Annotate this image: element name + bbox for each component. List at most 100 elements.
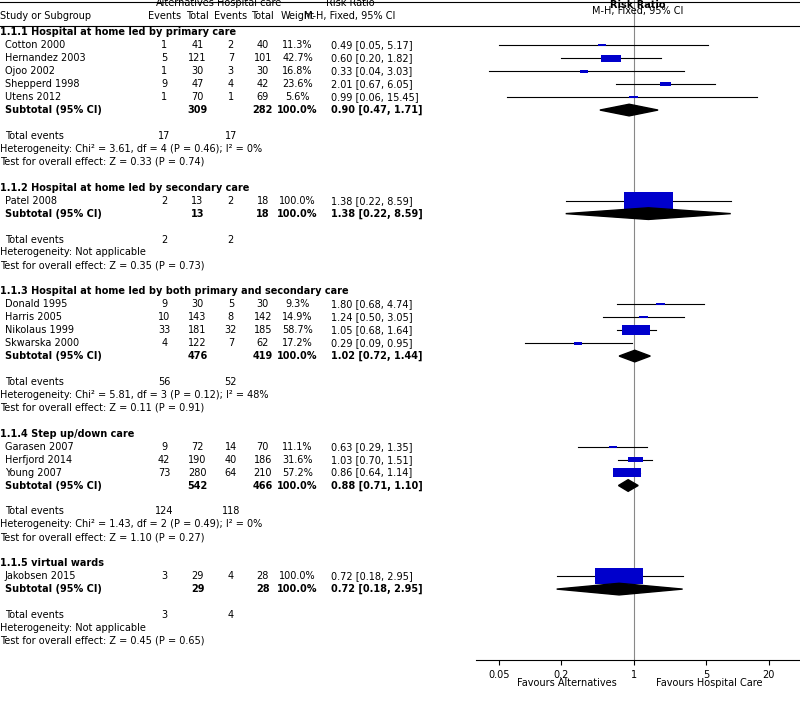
- Text: 1: 1: [161, 66, 167, 76]
- Text: Patel 2008: Patel 2008: [5, 196, 57, 206]
- Text: Total events: Total events: [5, 610, 64, 620]
- Text: 11.1%: 11.1%: [282, 442, 313, 452]
- Text: Risk Ratio: Risk Ratio: [610, 0, 666, 10]
- Text: 42.7%: 42.7%: [282, 53, 313, 63]
- Text: 100.0%: 100.0%: [278, 351, 318, 361]
- Text: Heterogeneity: Not applicable: Heterogeneity: Not applicable: [0, 623, 146, 633]
- Text: 466: 466: [253, 481, 273, 491]
- Text: 30: 30: [257, 299, 269, 310]
- Text: Heterogeneity: Not applicable: Heterogeneity: Not applicable: [0, 248, 146, 258]
- Text: Total events: Total events: [5, 506, 64, 516]
- Text: 2.01 [0.67, 6.05]: 2.01 [0.67, 6.05]: [331, 79, 413, 89]
- Text: 0.33 [0.04, 3.03]: 0.33 [0.04, 3.03]: [331, 66, 412, 76]
- Text: Events: Events: [148, 11, 181, 21]
- Text: 0.72 [0.18, 2.95]: 0.72 [0.18, 2.95]: [331, 584, 422, 594]
- Text: 2: 2: [161, 196, 167, 206]
- Text: 69: 69: [257, 92, 269, 102]
- Text: 210: 210: [254, 468, 272, 478]
- Text: 185: 185: [254, 325, 272, 335]
- Text: 118: 118: [222, 506, 240, 516]
- Text: 7: 7: [228, 338, 234, 348]
- Text: 7: 7: [228, 53, 234, 63]
- Text: 2: 2: [228, 40, 234, 50]
- Text: Risk Ratio: Risk Ratio: [326, 0, 374, 8]
- Text: 542: 542: [187, 481, 208, 491]
- Bar: [660, 82, 671, 86]
- Text: 62: 62: [257, 338, 269, 348]
- Text: 3: 3: [228, 66, 234, 76]
- Text: 18: 18: [256, 209, 270, 219]
- Text: 58.7%: 58.7%: [282, 325, 313, 335]
- Text: 3: 3: [161, 571, 167, 581]
- Text: Subtotal (95% CI): Subtotal (95% CI): [5, 105, 102, 115]
- Text: Test for overall effect: Z = 0.11 (P = 0.91): Test for overall effect: Z = 0.11 (P = 0…: [0, 403, 204, 413]
- Text: 4: 4: [228, 571, 234, 581]
- Text: 5: 5: [161, 53, 167, 63]
- Text: 2: 2: [228, 234, 234, 244]
- Bar: [639, 316, 648, 319]
- Text: 1.24 [0.50, 3.05]: 1.24 [0.50, 3.05]: [331, 312, 413, 322]
- Text: Test for overall effect: Z = 0.45 (P = 0.65): Test for overall effect: Z = 0.45 (P = 0…: [0, 636, 205, 646]
- Text: Total: Total: [251, 11, 274, 21]
- Text: 5: 5: [228, 299, 234, 310]
- Text: 101: 101: [254, 53, 272, 63]
- Bar: [598, 44, 606, 46]
- Bar: [624, 192, 673, 209]
- Text: 100.0%: 100.0%: [278, 209, 318, 219]
- Text: Total: Total: [186, 11, 209, 21]
- Text: Total events: Total events: [5, 131, 64, 141]
- Text: 100.0%: 100.0%: [279, 196, 316, 206]
- Text: Favours Hospital Care: Favours Hospital Care: [656, 678, 762, 688]
- Bar: [595, 568, 643, 584]
- Text: 142: 142: [254, 312, 272, 322]
- Text: Heterogeneity: Chi² = 1.43, df = 2 (P = 0.49); I² = 0%: Heterogeneity: Chi² = 1.43, df = 2 (P = …: [0, 519, 262, 530]
- Text: 40: 40: [257, 40, 269, 50]
- Text: Herfjord 2014: Herfjord 2014: [5, 454, 72, 464]
- Text: 32: 32: [225, 325, 237, 335]
- Text: 33: 33: [158, 325, 170, 335]
- Text: 181: 181: [188, 325, 206, 335]
- Text: 42: 42: [257, 79, 269, 89]
- Text: Total events: Total events: [5, 377, 64, 387]
- Text: 282: 282: [253, 105, 273, 115]
- Text: 1.1.5 virtual wards: 1.1.5 virtual wards: [0, 558, 104, 568]
- Bar: [630, 97, 638, 98]
- Polygon shape: [600, 104, 658, 116]
- Text: 52: 52: [225, 377, 237, 387]
- Text: 14.9%: 14.9%: [282, 312, 313, 322]
- Text: Ojoo 2002: Ojoo 2002: [5, 66, 54, 76]
- Text: 2: 2: [161, 234, 167, 244]
- Text: 23.6%: 23.6%: [282, 79, 313, 89]
- Text: Subtotal (95% CI): Subtotal (95% CI): [5, 481, 102, 491]
- Text: Total events: Total events: [5, 234, 64, 244]
- Text: 0.60 [0.20, 1.82]: 0.60 [0.20, 1.82]: [331, 53, 412, 63]
- Text: 56: 56: [158, 377, 170, 387]
- Text: 0.72 [0.18, 2.95]: 0.72 [0.18, 2.95]: [331, 571, 413, 581]
- Text: 4: 4: [161, 338, 167, 348]
- Text: 0.99 [0.06, 15.45]: 0.99 [0.06, 15.45]: [331, 92, 418, 102]
- Text: 1: 1: [161, 40, 167, 50]
- Text: Test for overall effect: Z = 0.35 (P = 0.73): Test for overall effect: Z = 0.35 (P = 0…: [0, 261, 205, 271]
- Text: 1.1.3 Hospital at home led by both primary and secondary care: 1.1.3 Hospital at home led by both prima…: [0, 286, 349, 296]
- Bar: [609, 446, 618, 447]
- Text: Alternatives: Alternatives: [156, 0, 215, 8]
- Text: 13: 13: [190, 209, 204, 219]
- Text: Favours Alternatives: Favours Alternatives: [517, 678, 617, 688]
- Text: Cotton 2000: Cotton 2000: [5, 40, 65, 50]
- Text: 47: 47: [191, 79, 204, 89]
- Text: 70: 70: [191, 92, 204, 102]
- Text: Subtotal (95% CI): Subtotal (95% CI): [5, 584, 102, 594]
- Text: 476: 476: [187, 351, 208, 361]
- Text: Nikolaus 1999: Nikolaus 1999: [5, 325, 74, 335]
- Text: Jakobsen 2015: Jakobsen 2015: [5, 571, 76, 581]
- Text: 18: 18: [257, 196, 269, 206]
- Text: 1.05 [0.68, 1.64]: 1.05 [0.68, 1.64]: [331, 325, 412, 335]
- Text: 100.0%: 100.0%: [279, 571, 316, 581]
- Text: Young 2007: Young 2007: [5, 468, 62, 478]
- Text: 30: 30: [191, 66, 204, 76]
- Bar: [580, 70, 588, 72]
- Bar: [614, 468, 641, 477]
- Polygon shape: [557, 583, 682, 595]
- Text: 9: 9: [161, 442, 167, 452]
- Bar: [601, 55, 622, 62]
